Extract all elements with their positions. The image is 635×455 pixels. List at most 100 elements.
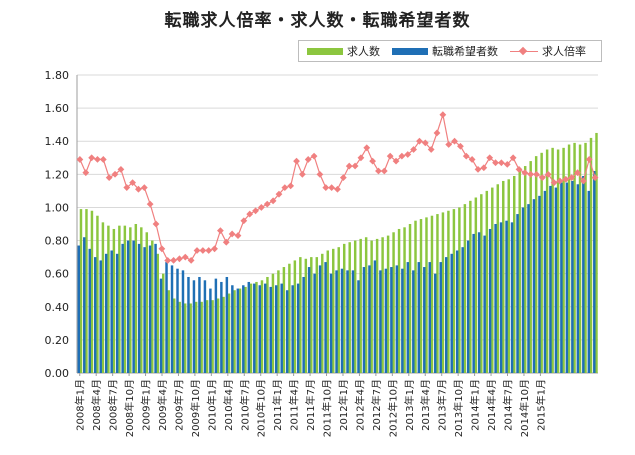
bar-job-openings xyxy=(589,137,593,373)
ratio-point xyxy=(246,210,254,218)
bar-job-seekers xyxy=(450,253,453,373)
ratio-point xyxy=(322,184,330,191)
y-tick-label: 0.20 xyxy=(45,334,70,347)
ratio-point xyxy=(474,165,482,173)
bar-job-seekers xyxy=(132,240,135,373)
ratio-point xyxy=(345,162,353,170)
bar-job-openings xyxy=(332,248,335,373)
ratio-point xyxy=(205,247,213,254)
bar-job-openings xyxy=(375,238,379,373)
bar-job-seekers xyxy=(324,262,327,373)
bar-job-openings xyxy=(370,240,373,373)
bar-job-seekers xyxy=(571,180,574,373)
bar-job-openings xyxy=(293,260,297,373)
ratio-point xyxy=(310,152,318,160)
x-tick-label: 2008年7月 xyxy=(107,379,120,431)
bar-job-seekers xyxy=(285,290,289,373)
bar-job-seekers xyxy=(582,175,585,373)
bar-job-openings xyxy=(567,144,571,373)
ratio-point xyxy=(217,227,224,235)
bar-job-openings xyxy=(112,228,116,373)
ratio-point xyxy=(480,164,488,172)
x-tick-label: 2013年4月 xyxy=(419,379,432,431)
bar-job-seekers xyxy=(203,280,207,373)
bar-job-seekers xyxy=(549,185,552,373)
ratio-point xyxy=(135,185,142,193)
bar-job-seekers xyxy=(148,245,152,373)
ratio-point xyxy=(82,169,90,177)
y-tick-label: 1.00 xyxy=(45,201,70,214)
bar-job-openings xyxy=(436,214,439,373)
bar-job-seekers xyxy=(165,262,168,373)
ratio-point xyxy=(363,144,371,152)
bar-job-openings xyxy=(408,224,412,373)
bar-job-openings xyxy=(189,303,192,373)
bar-job-seekers xyxy=(417,262,421,373)
x-tick-label: 2015年1月 xyxy=(534,379,547,431)
bar-job-openings xyxy=(233,290,236,373)
bar-job-seekers xyxy=(231,285,234,373)
ratio-point xyxy=(562,175,570,183)
bar-job-openings xyxy=(419,219,423,373)
bar-job-openings xyxy=(425,217,428,373)
bar-job-openings xyxy=(403,227,406,373)
bar-job-seekers xyxy=(269,286,272,373)
ratio-point xyxy=(521,169,529,177)
bar-job-seekers xyxy=(176,268,179,373)
ratio-point xyxy=(176,255,183,263)
bar-job-seekers xyxy=(280,283,283,373)
x-tick-label: 2013年1月 xyxy=(403,379,416,431)
bar-job-seekers xyxy=(340,268,344,373)
bar-job-openings xyxy=(447,210,450,373)
x-tick-label: 2010年10月 xyxy=(255,379,268,437)
bar-job-seekers xyxy=(329,273,333,373)
bar-job-seekers xyxy=(428,262,432,373)
y-tick-label: 0.00 xyxy=(45,367,70,380)
bar-job-openings xyxy=(359,238,362,373)
legend-marker-ratio xyxy=(510,47,538,56)
bar-job-openings xyxy=(556,149,560,373)
bar-job-openings xyxy=(353,240,357,373)
bar-job-openings xyxy=(430,215,434,373)
ratio-point xyxy=(433,129,441,137)
bar-job-openings xyxy=(79,209,83,373)
ratio-point xyxy=(527,170,535,178)
bar-job-seekers xyxy=(390,267,393,373)
bar-job-seekers xyxy=(346,270,349,373)
x-tick-label: 2010年7月 xyxy=(238,379,251,431)
bar-job-openings xyxy=(183,303,187,373)
x-tick-label: 2013年10月 xyxy=(452,379,465,437)
ratio-point xyxy=(211,245,218,253)
bar-job-seekers xyxy=(423,267,426,373)
bar-job-seekers xyxy=(181,270,185,373)
bar-job-openings xyxy=(584,142,587,373)
bar-job-seekers xyxy=(576,184,580,373)
bar-job-seekers xyxy=(258,285,261,373)
bar-job-seekers xyxy=(296,283,300,373)
ratio-point xyxy=(568,174,576,181)
bar-job-seekers xyxy=(335,270,338,373)
bar-job-openings xyxy=(337,247,340,373)
bar-job-seekers xyxy=(247,281,251,373)
bar-job-seekers xyxy=(444,257,448,373)
legend-label-ratio: 求人倍率 xyxy=(542,45,586,58)
x-tick-label: 2013年7月 xyxy=(436,379,449,431)
bar-job-seekers xyxy=(538,195,541,373)
x-tick-label: 2009年10月 xyxy=(189,379,202,437)
ratio-point xyxy=(334,185,341,193)
bar-job-openings xyxy=(474,197,478,373)
bar-job-seekers xyxy=(170,265,174,373)
ratio-point xyxy=(111,170,119,178)
ratio-point xyxy=(538,174,546,182)
legend-item-job-openings: 求人数 xyxy=(307,43,380,59)
bar-job-openings xyxy=(271,273,275,373)
bar-job-seekers xyxy=(560,182,563,373)
bar-job-seekers xyxy=(434,273,437,373)
ratio-point xyxy=(533,170,540,178)
bar-job-seekers xyxy=(192,280,196,373)
ratio-point xyxy=(398,152,406,160)
bar-job-openings xyxy=(266,276,269,373)
bar-job-openings xyxy=(129,227,132,373)
bar-job-openings xyxy=(85,209,88,373)
ratio-point xyxy=(351,162,359,170)
